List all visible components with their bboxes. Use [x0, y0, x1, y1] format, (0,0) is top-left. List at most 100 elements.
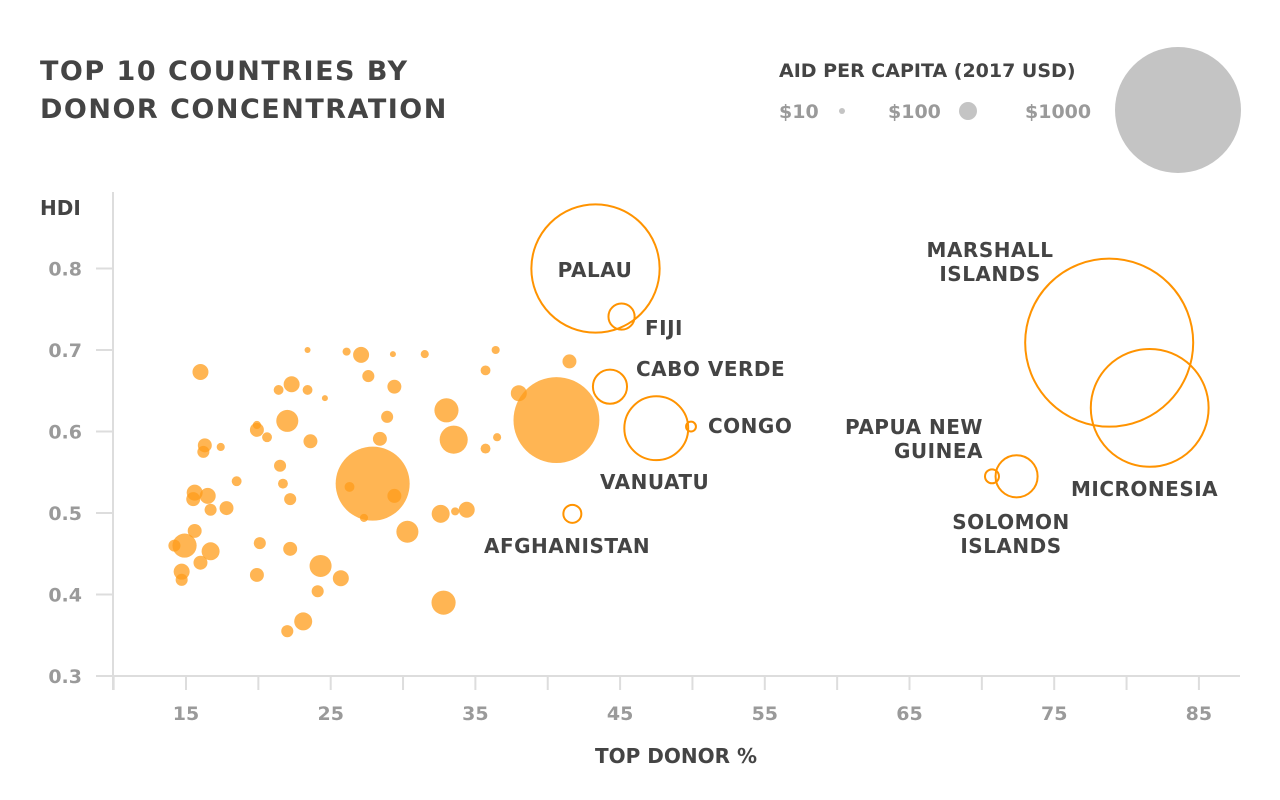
highlighted-point: [984, 468, 1000, 485]
highlighted-point: [994, 454, 1039, 499]
y-tick-label: 0.7: [48, 340, 82, 362]
data-point: [431, 590, 456, 615]
data-point: [491, 345, 500, 355]
data-point: [253, 537, 266, 550]
data-point: [362, 370, 375, 383]
y-tick-label: 0.6: [48, 422, 82, 444]
x-axis-title: TOP DONOR %: [595, 744, 757, 768]
data-point: [439, 425, 468, 454]
y-axis-title: HDI: [40, 196, 81, 220]
data-point: [353, 346, 370, 363]
data-point: [175, 573, 188, 586]
country-label-line: ISLANDS: [939, 262, 1040, 286]
data-point: [344, 481, 355, 492]
highlighted-point: [1089, 347, 1210, 468]
country-label-line: GUINEA: [894, 439, 983, 463]
data-point: [199, 487, 216, 504]
highlighted-point: [591, 368, 629, 405]
data-point: [342, 347, 351, 356]
data-point: [192, 364, 209, 381]
x-tick-label: 15: [173, 703, 199, 725]
x-tick-label: 35: [462, 703, 488, 725]
x-tick-label: 85: [1186, 703, 1212, 725]
x-tick-label: 55: [752, 703, 778, 725]
data-point: [387, 379, 402, 394]
data-point: [303, 434, 318, 449]
legend-label-10: $10: [779, 101, 819, 123]
country-label: AFGHANISTAN: [484, 534, 650, 558]
highlighted-point: [562, 503, 583, 524]
data-point: [451, 507, 460, 516]
data-point: [493, 433, 502, 442]
data-point: [458, 501, 475, 518]
data-point: [311, 585, 324, 598]
legend-circle-10: [839, 108, 845, 114]
y-tick-label: 0.3: [48, 666, 82, 688]
country-label-line: SOLOMON: [952, 510, 1070, 534]
x-tick-label: 65: [896, 703, 922, 725]
data-point: [335, 446, 410, 521]
x-tick-label: 45: [607, 703, 633, 725]
country-label: SOLOMON ISLANDS: [952, 510, 1070, 558]
data-point: [187, 523, 202, 538]
country-label-line: MARSHALL: [927, 238, 1054, 262]
data-point: [283, 376, 300, 393]
data-point: [480, 365, 491, 376]
highlighted-point: [685, 420, 697, 433]
country-label: CABO VERDE: [636, 357, 785, 381]
data-point: [294, 612, 313, 631]
data-point: [231, 476, 242, 487]
y-tick-label: 0.8: [48, 259, 82, 281]
data-point: [281, 625, 294, 638]
data-point: [372, 431, 387, 446]
data-point: [513, 377, 600, 464]
legend-title: AID PER CAPITA (2017 USD): [779, 60, 1076, 82]
data-point: [172, 533, 197, 558]
data-point: [302, 385, 313, 395]
y-tick-label: 0.5: [48, 503, 82, 525]
legend-circle-1000: [1115, 47, 1241, 173]
data-point: [197, 445, 210, 458]
country-label: CONGO: [708, 414, 792, 438]
data-point: [304, 347, 311, 353]
data-point: [276, 409, 299, 432]
x-tick-label: 75: [1041, 703, 1067, 725]
data-point: [201, 542, 220, 561]
data-point: [431, 504, 450, 523]
data-point: [216, 442, 225, 452]
data-point: [273, 385, 284, 395]
data-point: [389, 351, 396, 358]
legend-circle-100: [959, 102, 977, 120]
data-point: [219, 501, 234, 516]
country-label: MICRONESIA: [1071, 477, 1218, 501]
country-label: PALAU: [558, 258, 633, 282]
data-point: [321, 395, 328, 402]
y-tick-label: 0.4: [48, 585, 82, 607]
data-point: [359, 513, 369, 522]
data-point: [480, 443, 491, 454]
highlighted-point: [607, 302, 636, 331]
data-point: [249, 567, 264, 582]
legend-label-100: $100: [888, 101, 941, 123]
country-label: MARSHALL ISLANDS: [927, 238, 1054, 286]
data-point: [186, 492, 201, 507]
data-point: [283, 541, 298, 556]
data-point: [381, 410, 394, 423]
x-tick-label: 25: [317, 703, 343, 725]
data-point: [284, 493, 297, 506]
country-label: FIJI: [645, 316, 683, 340]
data-point: [309, 554, 332, 577]
data-point: [168, 539, 181, 552]
data-point: [193, 555, 208, 570]
data-point: [262, 432, 272, 443]
data-point: [434, 398, 459, 423]
highlighted-point: [1024, 257, 1195, 428]
country-label-line: PAPUA NEW: [845, 415, 983, 439]
legend-label-1000: $1000: [1025, 101, 1091, 123]
data-point: [562, 354, 577, 369]
country-label: PAPUA NEW GUINEA: [845, 415, 983, 463]
highlighted-point: [530, 203, 661, 334]
data-point: [332, 570, 349, 587]
country-label: VANUATU: [600, 470, 709, 494]
